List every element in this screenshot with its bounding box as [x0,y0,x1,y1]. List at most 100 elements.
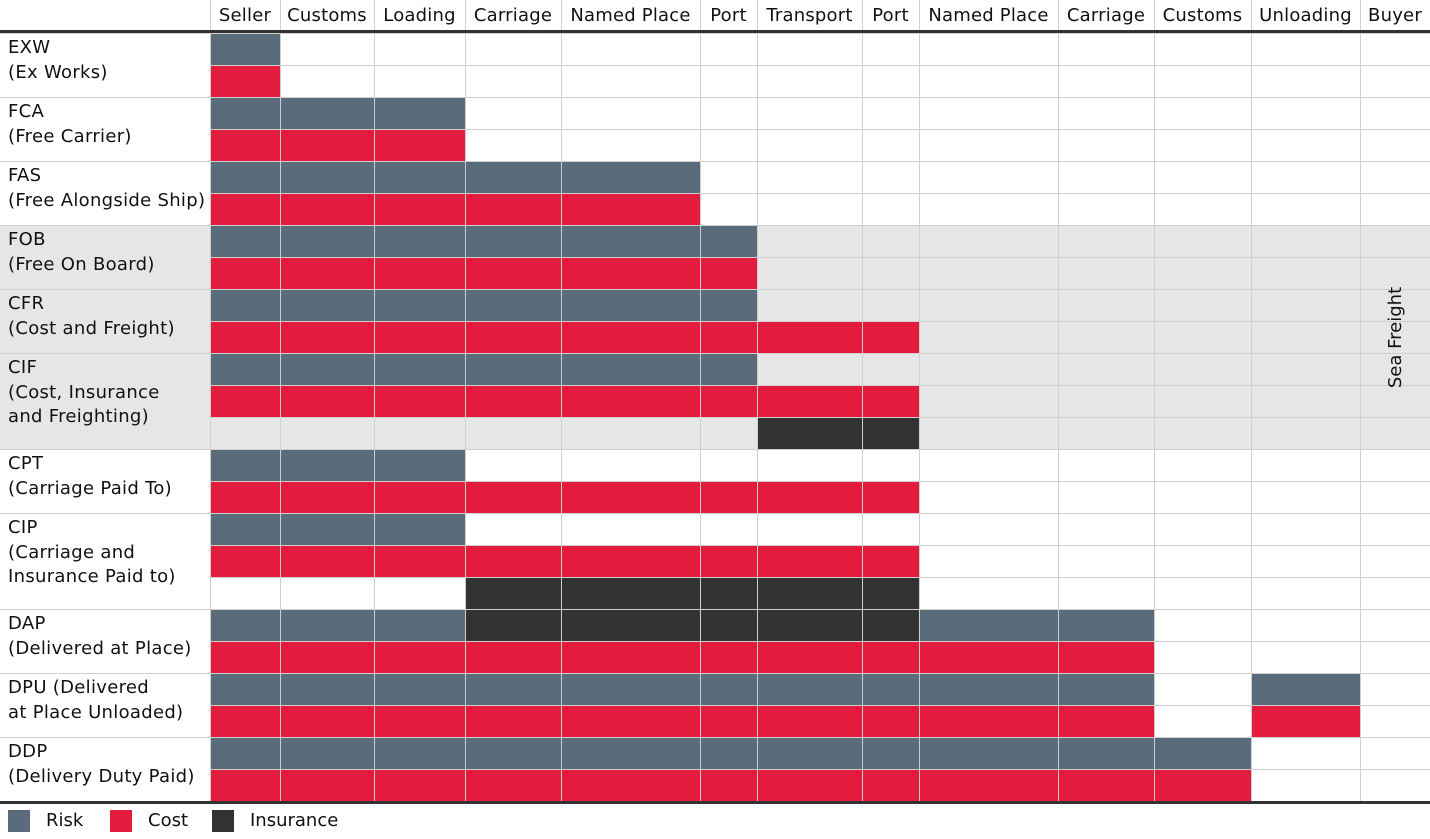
legend-label-cost: Cost [148,810,189,831]
cost-cell [920,706,1058,737]
column-divider [919,0,920,801]
cost-cell [758,546,862,577]
column-header-port: Port [710,5,747,26]
term-label-line: (Carriage Paid To) [8,477,172,499]
risk-cell [375,98,465,129]
cost-cell [562,546,700,577]
row-divider [210,417,1430,418]
cost-cell [1059,706,1154,737]
row-divider [0,353,1430,354]
term-label-cip: CIP (Carriage and Insurance Paid to) [8,516,176,590]
term-label-line: (Cost and Freight) [8,317,175,339]
cost-cell [701,546,757,577]
row-divider [210,545,1430,546]
cost-cell [375,386,465,417]
cost-cell [211,130,280,161]
risk-cell [466,354,561,385]
insurance-cell [758,418,862,449]
term-label-line: CFR [8,293,45,314]
cost-cell [211,322,280,353]
column-divider [1154,0,1155,801]
cost-cell [701,770,757,801]
insurance-cell [466,578,561,609]
cost-cell [1155,770,1251,801]
term-label-line: CIF [8,357,38,378]
term-label-dap: DAP (Delivered at Place) [8,612,192,661]
cost-cell [281,130,374,161]
cost-cell [562,258,700,289]
cost-cell [562,770,700,801]
column-divider [210,0,211,801]
cost-cell [375,258,465,289]
legend-swatch-risk [8,810,30,832]
header-rule [0,30,1430,33]
cost-cell [863,322,919,353]
column-header-loading: Loading [383,5,456,26]
insurance-cell [562,610,700,641]
cost-cell [758,482,862,513]
row-divider [0,513,1430,514]
risk-cell [466,226,561,257]
term-label-fas: FAS (Free Alongside Ship) [8,164,205,213]
row-divider [210,577,1430,578]
risk-cell [375,226,465,257]
risk-cell [281,354,374,385]
row-divider [0,609,1430,610]
term-label-exw: EXW (Ex Works) [8,36,108,85]
risk-cell [375,290,465,321]
insurance-cell [863,610,919,641]
risk-cell [281,98,374,129]
insurance-cell [758,610,862,641]
row-divider [0,673,1430,674]
cost-cell [863,482,919,513]
cost-cell [375,642,465,673]
cost-cell [375,130,465,161]
risk-cell [281,738,374,769]
risk-cell [466,674,561,705]
column-divider [1251,0,1252,801]
risk-cell [562,354,700,385]
risk-cell [281,610,374,641]
column-divider [465,0,466,801]
cost-cell [281,642,374,673]
risk-cell [375,354,465,385]
risk-cell [920,674,1058,705]
cost-cell [562,482,700,513]
cost-cell [562,706,700,737]
cost-cell [211,386,280,417]
risk-cell [1059,738,1154,769]
cost-cell [562,194,700,225]
risk-cell [281,226,374,257]
term-label-line: (Free On Board) [8,253,155,275]
cost-cell [466,546,561,577]
term-label-dpu: DPU (Delivered at Place Unloaded) [8,676,183,725]
cost-cell [281,706,374,737]
cost-cell [758,642,862,673]
cost-cell [211,770,280,801]
row-divider [210,385,1430,386]
row-divider [210,193,1430,194]
risk-cell [211,354,280,385]
risk-cell [562,674,700,705]
risk-cell [863,674,919,705]
term-label-line: CPT [8,453,44,474]
risk-cell [758,738,862,769]
column-divider [862,0,863,801]
column-divider [374,0,375,801]
row-divider [210,129,1430,130]
legend-swatch-insurance [212,810,234,832]
row-divider [0,449,1430,450]
column-header-customs: Customs [287,5,367,26]
row-divider [210,481,1430,482]
risk-cell [211,514,280,545]
risk-cell [562,290,700,321]
term-label-line: DPU (Delivered [8,677,150,698]
cost-cell [863,642,919,673]
term-label-line: EXW [8,37,51,58]
column-divider [280,0,281,801]
term-label-line: (Free Alongside Ship) [8,189,206,211]
legend-label-risk: Risk [46,810,84,831]
row-divider [210,65,1430,66]
cost-cell [758,706,862,737]
term-label-line: DAP [8,613,46,634]
